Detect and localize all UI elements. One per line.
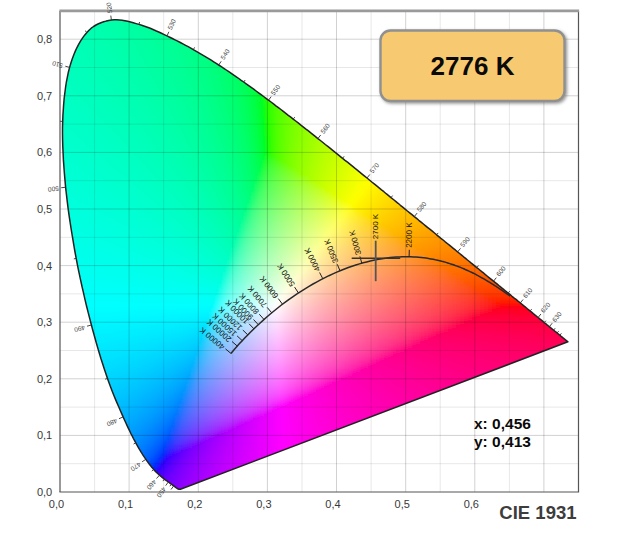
svg-text:0,6: 0,6 [464, 498, 479, 510]
svg-text:520: 520 [105, 2, 113, 14]
svg-text:0,0: 0,0 [49, 498, 64, 510]
svg-text:0,7: 0,7 [37, 90, 52, 102]
svg-text:0,2: 0,2 [37, 373, 52, 385]
svg-text:500: 500 [47, 185, 59, 193]
svg-text:0,3: 0,3 [256, 498, 271, 510]
svg-text:0,5: 0,5 [37, 203, 52, 215]
svg-text:2776 K: 2776 K [431, 51, 515, 81]
svg-text:2700 K: 2700 K [371, 213, 380, 239]
svg-text:0,4: 0,4 [37, 260, 52, 272]
svg-text:0,1: 0,1 [118, 498, 133, 510]
svg-text:0,2: 0,2 [187, 498, 202, 510]
svg-text:CIE 1931: CIE 1931 [499, 502, 576, 523]
svg-text:0,8: 0,8 [37, 33, 52, 45]
svg-text:x: 0,456: x: 0,456 [474, 415, 531, 432]
svg-text:2200 K: 2200 K [404, 222, 413, 248]
svg-text:0,0: 0,0 [37, 486, 52, 498]
svg-text:0,3: 0,3 [37, 316, 52, 328]
svg-text:0,1: 0,1 [37, 429, 52, 441]
svg-text:0,4: 0,4 [325, 498, 340, 510]
svg-text:y: 0,413: y: 0,413 [474, 433, 531, 450]
svg-text:0,6: 0,6 [37, 146, 52, 158]
svg-text:0,5: 0,5 [395, 498, 410, 510]
